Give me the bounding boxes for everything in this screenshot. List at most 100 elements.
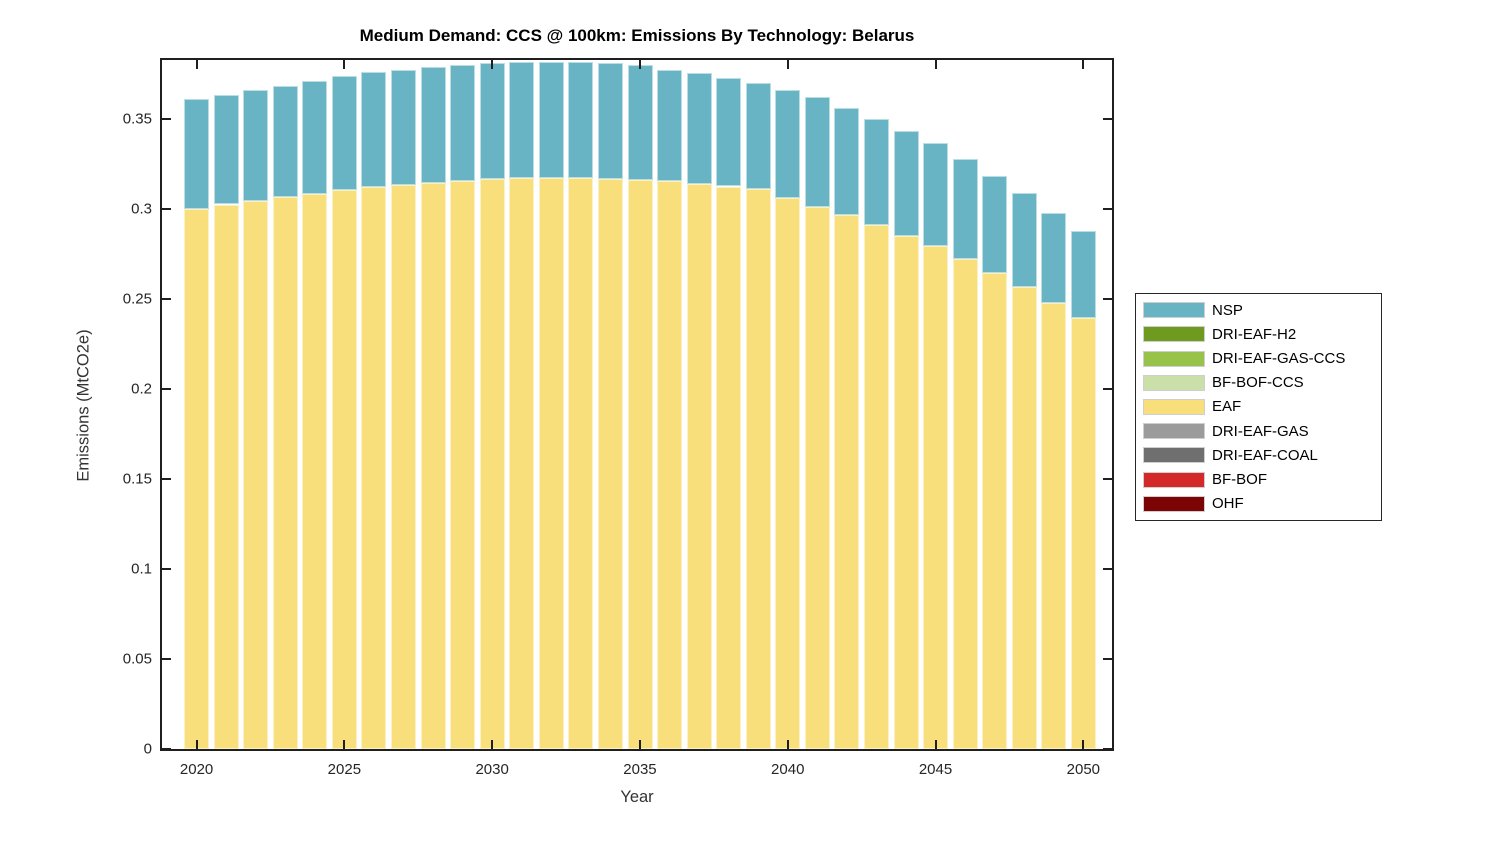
bar-2038-nsp: [716, 77, 742, 187]
y-axis-label: Emissions (MtCO2e): [74, 329, 93, 482]
legend-label-nsp: NSP: [1212, 301, 1243, 319]
x-axis-label: Year: [620, 788, 654, 806]
x-tick-top-2050: [1082, 60, 1085, 69]
bar-2025-nsp: [331, 75, 357, 191]
bar-2020-nsp: [184, 99, 210, 209]
legend-label-ohf: OHF: [1212, 495, 1244, 513]
y-tick-right-0: [1103, 748, 1112, 750]
x-tick-label-2050: 2050: [1066, 761, 1101, 778]
legend-swatch-eaf: [1143, 398, 1205, 415]
bar-2028-nsp: [420, 66, 446, 183]
bar-2039-nsp: [745, 83, 771, 190]
bar-2041-eaf: [804, 207, 830, 749]
legend-item-ohf: OHF: [1136, 493, 1381, 515]
bar-2033-eaf: [568, 178, 594, 749]
y-tick-right-0.2: [1103, 388, 1112, 391]
bar-2024-nsp: [302, 81, 328, 194]
y-tick-0.25: [162, 298, 171, 301]
legend-label-dri-eaf-coal: DRI-EAF-COAL: [1212, 446, 1318, 464]
bar-2020-eaf: [184, 209, 210, 749]
bar-2032-nsp: [538, 62, 564, 179]
bar-2028-eaf: [420, 182, 446, 749]
x-tick-label-2025: 2025: [327, 761, 362, 778]
bar-2029-eaf: [450, 181, 476, 749]
legend-label-dri-eaf-gas-ccs: DRI-EAF-GAS-CCS: [1212, 350, 1346, 368]
y-tick-0.3: [162, 208, 171, 211]
y-tick-label-0.35: 0.35: [122, 110, 152, 128]
x-tick-2030: [491, 740, 494, 749]
legend-swatch-nsp: [1143, 302, 1205, 319]
y-tick-0.05: [162, 658, 171, 660]
bar-2030-nsp: [479, 63, 505, 180]
bar-2039-eaf: [745, 189, 771, 749]
bar-2036-nsp: [657, 69, 682, 182]
y-tick-label-0: 0: [143, 740, 152, 758]
bar-2044-nsp: [893, 130, 919, 236]
x-tick-top-2045: [934, 60, 937, 69]
legend-item-bf-bof-ccs: BF-BOF-CCS: [1136, 372, 1381, 394]
legend-swatch-bf-bof: [1143, 471, 1205, 488]
bar-2043-nsp: [863, 119, 889, 226]
bar-2023-eaf: [272, 197, 298, 749]
legend-swatch-bf-bof-ccs: [1143, 374, 1205, 391]
chart-title: Medium Demand: CCS @ 100km: Emissions By…: [359, 26, 915, 45]
y-tick-0.15: [162, 478, 171, 481]
bar-2048-eaf: [1011, 287, 1037, 749]
bar-2032-eaf: [538, 178, 564, 749]
bar-2021-eaf: [213, 204, 239, 749]
x-tick-2035: [638, 740, 641, 749]
legend-swatch-ohf: [1143, 495, 1205, 512]
y-tick-label-0.25: 0.25: [122, 290, 152, 308]
legend-label-dri-eaf-gas: DRI-EAF-GAS: [1212, 422, 1309, 440]
y-tick-right-0.05: [1103, 658, 1112, 660]
y-tick-label-0.1: 0.1: [131, 560, 152, 578]
legend-swatch-dri-eaf-gas-ccs: [1143, 350, 1205, 367]
legend-label-bf-bof: BF-BOF: [1212, 471, 1267, 489]
bar-2030-eaf: [479, 179, 505, 749]
bar-2021-nsp: [213, 94, 239, 205]
x-tick-2025: [343, 740, 346, 749]
bar-2040-eaf: [775, 198, 801, 749]
bar-2049-nsp: [1041, 212, 1067, 303]
x-tick-top-2035: [638, 60, 641, 69]
bar-2029-nsp: [450, 65, 476, 182]
bar-2026-eaf: [361, 187, 387, 749]
y-tick-right-0.25: [1103, 298, 1112, 301]
legend: NSP DRI-EAF-H2 DRI-EAF-GAS-CCS BF-BOF-CCS EA…: [1135, 293, 1382, 521]
bar-2033-nsp: [568, 62, 594, 179]
legend-item-dri-eaf-h2: DRI-EAF-H2: [1136, 323, 1381, 345]
legend-label-eaf: EAF: [1212, 398, 1242, 416]
x-tick-2020: [195, 740, 198, 749]
legend-item-dri-eaf-gas-ccs: DRI-EAF-GAS-CCS: [1136, 348, 1381, 370]
y-tick-0.1: [162, 568, 171, 570]
bar-2036-eaf: [657, 181, 682, 749]
y-tick-right-0.3: [1103, 208, 1112, 211]
y-tick-label-0.15: 0.15: [122, 470, 152, 488]
y-tick-label-0.2: 0.2: [131, 380, 152, 398]
bar-2040-nsp: [775, 90, 801, 199]
y-tick-0.35: [162, 118, 171, 121]
bar-2041-nsp: [804, 97, 830, 208]
y-tick-label-0.05: 0.05: [122, 650, 152, 668]
bar-2022-eaf: [243, 200, 269, 749]
bar-2046-nsp: [952, 158, 978, 260]
bar-2026-nsp: [361, 72, 387, 188]
y-tick-right-0.15: [1103, 478, 1112, 481]
legend-swatch-dri-eaf-gas: [1143, 423, 1205, 440]
legend-item-nsp: NSP: [1136, 299, 1381, 321]
bar-2035-eaf: [627, 180, 653, 749]
legend-swatch-dri-eaf-coal: [1143, 447, 1205, 464]
x-tick-top-2025: [343, 60, 346, 69]
x-tick-top-2030: [491, 60, 494, 69]
x-tick-label-2045: 2045: [918, 761, 953, 778]
bar-2027-eaf: [391, 184, 416, 749]
bar-2034-eaf: [597, 179, 623, 749]
bar-2022-nsp: [243, 90, 269, 201]
bar-2044-eaf: [893, 236, 919, 749]
legend-label-bf-bof-ccs: BF-BOF-CCS: [1212, 374, 1304, 392]
bar-2037-eaf: [686, 183, 712, 749]
x-tick-label-2035: 2035: [623, 761, 657, 778]
